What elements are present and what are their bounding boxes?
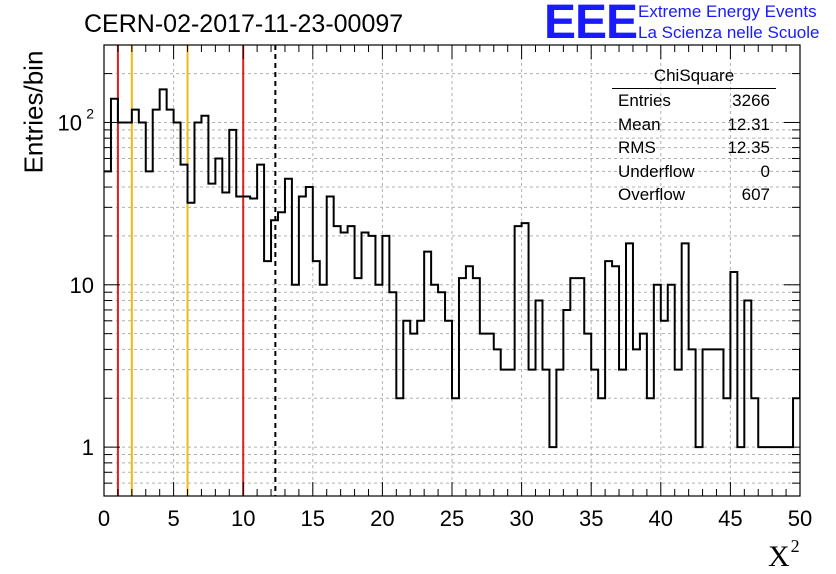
y-axis-label: Entries/bin xyxy=(18,50,49,174)
x-tick-label: 30 xyxy=(509,506,533,531)
x-axis-label-superscript: 2 xyxy=(790,536,800,556)
stats-label: Mean xyxy=(618,114,661,134)
y-tick-label: 10 xyxy=(58,110,82,135)
x-axis-label: X2 xyxy=(768,536,800,574)
eee-logo-text: EEE xyxy=(544,0,638,49)
stats-title: ChiSquare xyxy=(612,64,776,89)
x-axis-label-base: X xyxy=(768,540,790,573)
stats-label: Overflow xyxy=(618,185,686,204)
stats-row-overflow: Overflow 607 xyxy=(610,183,778,207)
stats-value: 12.31 xyxy=(727,114,770,134)
stats-row-rms: RMS 12.35 xyxy=(610,136,778,160)
y-tick-label-superscript: 2 xyxy=(86,105,94,121)
x-tick-label: 15 xyxy=(301,506,325,531)
stats-label: Entries xyxy=(618,91,671,110)
eee-logo-line1: Extreme Energy Events xyxy=(638,2,817,21)
stats-row-mean: Mean 12.31 xyxy=(610,113,778,137)
x-tick-label: 40 xyxy=(649,506,673,531)
stats-value: 607 xyxy=(741,185,770,204)
plot-title: CERN-02-2017-11-23-00097 xyxy=(84,10,404,38)
stats-row-underflow: Underflow 0 xyxy=(610,160,778,184)
stats-value: 3266 xyxy=(732,91,770,110)
stats-row-entries: Entries 3266 xyxy=(610,89,778,113)
x-tick-label: 25 xyxy=(440,506,464,531)
x-tick-label: 20 xyxy=(370,506,394,531)
x-tick-label: 10 xyxy=(231,506,255,531)
x-tick-label: 45 xyxy=(718,506,742,531)
x-tick-label: 5 xyxy=(167,506,179,531)
stats-label: Underflow xyxy=(618,161,695,181)
stats-value: 12.35 xyxy=(727,138,770,157)
histogram-line xyxy=(104,88,800,449)
x-tick-label: 35 xyxy=(579,506,603,531)
eee-logo-line2: La Scienza nelle Scuole xyxy=(638,23,820,42)
stats-box: ChiSquare Entries 3266 Mean 12.31 RMS 12.35… xyxy=(610,64,778,207)
x-tick-label: 0 xyxy=(98,506,110,531)
stats-label: RMS xyxy=(618,138,656,157)
y-tick-label: 1 xyxy=(82,435,94,460)
y-tick-label: 10 xyxy=(70,273,94,298)
stats-value: 0 xyxy=(760,161,770,181)
x-tick-label: 50 xyxy=(788,506,812,531)
